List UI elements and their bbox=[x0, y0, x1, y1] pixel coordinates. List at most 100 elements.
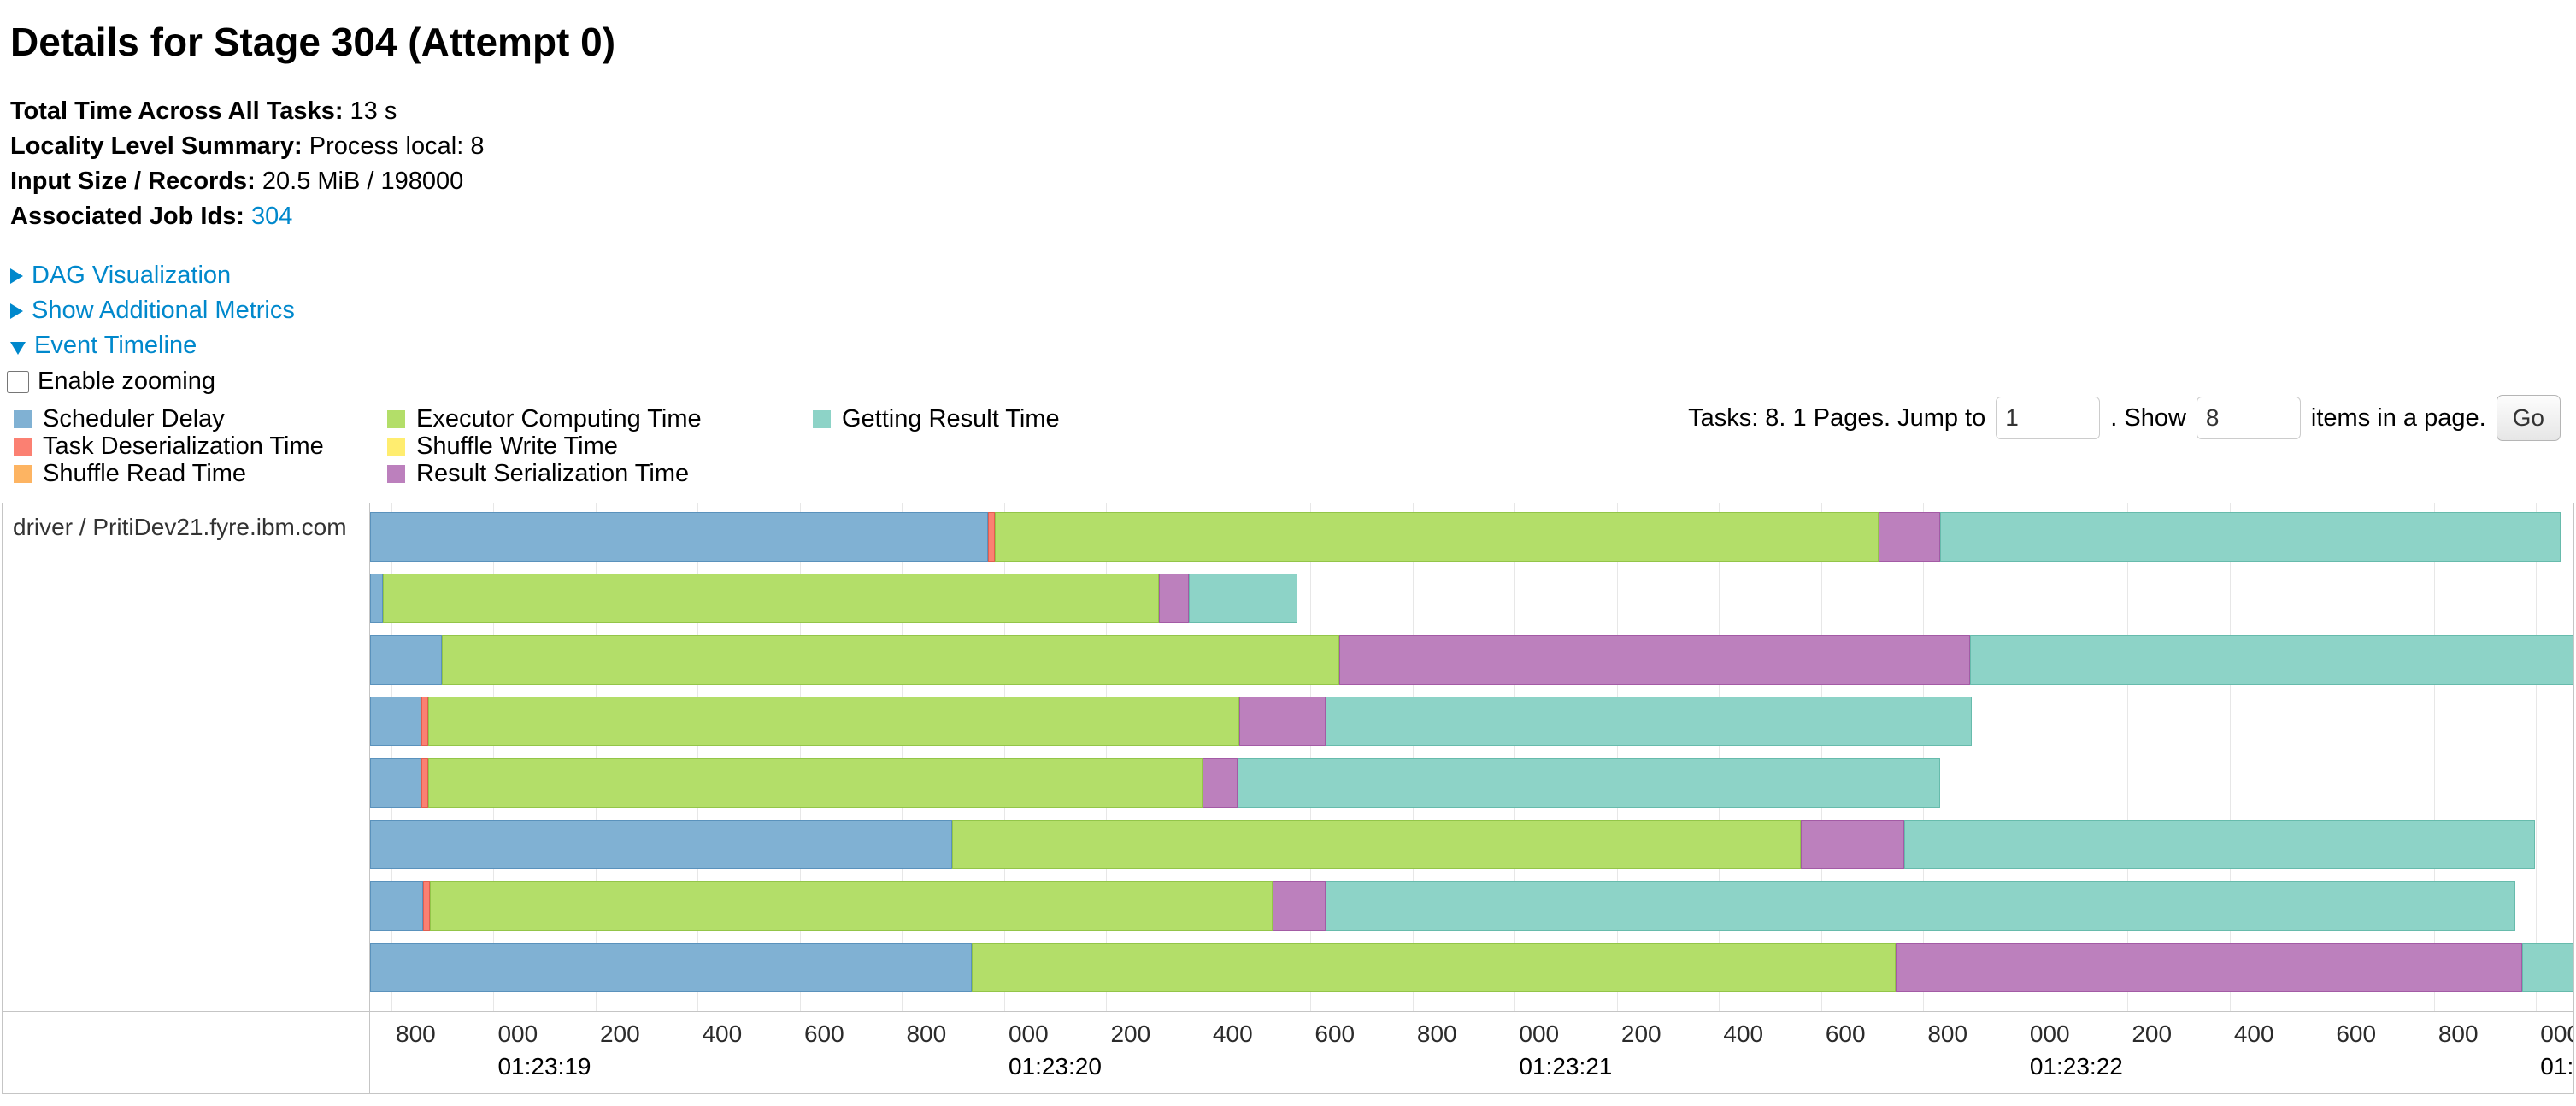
bar-segment-executor_computing bbox=[428, 758, 1203, 808]
legend-label: Scheduler Delay bbox=[43, 404, 225, 432]
bar-segment-scheduler_delay bbox=[370, 881, 424, 931]
jump-to-page-input[interactable] bbox=[1996, 397, 2101, 439]
legend-swatch-getting_result bbox=[813, 409, 831, 428]
summary-value: Process local: 8 bbox=[302, 132, 485, 160]
job-id-link[interactable]: 304 bbox=[244, 203, 293, 230]
axis-tick-label: 000 bbox=[2029, 1021, 2070, 1047]
bar-segment-result_serialization bbox=[1202, 758, 1238, 808]
task-bar[interactable] bbox=[370, 635, 2573, 685]
summary-line: Associated Job Ids: 304 bbox=[10, 199, 484, 234]
bar-segment-result_serialization bbox=[1895, 943, 2522, 992]
legend-swatch-scheduler_delay bbox=[14, 409, 32, 428]
grid-line bbox=[902, 503, 903, 1011]
grid-line bbox=[2229, 503, 2231, 1011]
bar-segment-executor_computing bbox=[428, 697, 1239, 746]
legend-label: Executor Computing Time bbox=[416, 404, 702, 432]
task-bar[interactable] bbox=[370, 820, 2573, 869]
legend-swatch-shuffle_read bbox=[14, 464, 32, 483]
axis-tick-label: 000 bbox=[2540, 1021, 2573, 1047]
triangle-right-icon bbox=[10, 268, 23, 284]
bar-segment-scheduler_delay bbox=[370, 758, 422, 808]
summary-value: 20.5 MiB / 198000 bbox=[255, 168, 464, 195]
summary-line: Input Size / Records: 20.5 MiB / 198000 bbox=[10, 164, 484, 199]
legend-item-deserialization: Task Deserialization Time bbox=[14, 432, 324, 460]
bar-segment-result_serialization bbox=[1879, 512, 1941, 562]
grid-line bbox=[391, 503, 392, 1011]
bar-segment-getting_result bbox=[2521, 943, 2573, 992]
summary-line: Locality Level Summary: Process local: 8 bbox=[10, 129, 484, 164]
bar-segment-executor_computing bbox=[383, 574, 1160, 623]
enable-zooming-row: Enable zooming bbox=[7, 368, 215, 396]
axis-time-label: 01:23:23 bbox=[2540, 1053, 2573, 1080]
task-bar[interactable] bbox=[370, 697, 2573, 746]
bar-segment-result_serialization bbox=[1238, 697, 1326, 746]
triangle-right-icon bbox=[10, 303, 23, 319]
axis-tick-label: 800 bbox=[396, 1021, 436, 1047]
bar-segment-getting_result bbox=[1903, 820, 2536, 869]
legend-swatch-deserialization bbox=[14, 437, 32, 456]
axis-tick-label: 200 bbox=[1620, 1021, 1661, 1047]
task-pagination: Tasks: 8. 1 Pages. Jump to . Show items … bbox=[1688, 395, 2561, 441]
bar-segment-result_serialization bbox=[1800, 820, 1904, 869]
axis-tick-label: 400 bbox=[2233, 1021, 2274, 1047]
enable-zooming-checkbox[interactable] bbox=[7, 370, 29, 393]
grid-line bbox=[2127, 503, 2129, 1011]
axis-tick-label: 400 bbox=[1723, 1021, 1764, 1047]
axis-time-label: 01:23:21 bbox=[1519, 1053, 1613, 1080]
legend-swatch-executor_computing bbox=[387, 409, 405, 428]
toggle-show-additional-metrics[interactable]: Show Additional Metrics bbox=[10, 293, 295, 328]
pagination-mid-text: . Show bbox=[2110, 403, 2186, 432]
bar-segment-scheduler_delay bbox=[370, 512, 989, 562]
grid-line bbox=[1003, 503, 1005, 1011]
axis-tick-label: 000 bbox=[497, 1021, 538, 1047]
axis-time-label: 01:23:22 bbox=[2029, 1053, 2123, 1080]
bar-segment-scheduler_delay bbox=[370, 697, 422, 746]
axis-tick-label: 600 bbox=[1314, 1021, 1356, 1047]
toggle-event-timeline[interactable]: Event Timeline bbox=[10, 328, 295, 363]
axis-tick-label: 200 bbox=[2132, 1021, 2173, 1047]
task-bar[interactable] bbox=[370, 943, 2573, 992]
bar-segment-scheduler_delay bbox=[370, 635, 442, 685]
legend-label: Result Serialization Time bbox=[416, 459, 690, 487]
task-bar[interactable] bbox=[370, 758, 2573, 808]
legend-item-shuffle_write: Shuffle Write Time bbox=[387, 432, 702, 460]
toggle-label: Event Timeline bbox=[34, 332, 197, 359]
bar-segment-result_serialization bbox=[1338, 635, 1971, 685]
bar-segment-deserialization bbox=[988, 512, 996, 562]
bar-segment-executor_computing bbox=[951, 820, 1801, 869]
axis-time-label: 01:23:20 bbox=[1008, 1053, 1102, 1080]
tasks-count-text: Tasks: 8. 1 Pages. Jump to bbox=[1688, 403, 1986, 432]
enable-zooming-label: Enable zooming bbox=[38, 368, 215, 395]
axis-tick-label: 800 bbox=[2438, 1021, 2479, 1047]
summary-label: Input Size / Records: bbox=[10, 168, 256, 195]
grid-line bbox=[1923, 503, 1925, 1011]
grid-line bbox=[595, 503, 597, 1011]
timeline-group-column: driver / PritiDev21.fyre.ibm.com bbox=[3, 503, 370, 1093]
task-bar[interactable] bbox=[370, 512, 2573, 562]
legend-column: Executor Computing Time Shuffle Write Tim… bbox=[387, 405, 702, 487]
event-timeline-chart: driver / PritiDev21.fyre.ibm.com 800 000 0… bbox=[2, 503, 2574, 1094]
toggle-dag-visualization[interactable]: DAG Visualization bbox=[10, 258, 295, 293]
go-button[interactable]: Go bbox=[2496, 395, 2561, 441]
timeline-axis-labels: 800 000 01:23:19 200 400 600 800 000 01:23:20 200… bbox=[370, 1012, 2573, 1093]
timeline-plot-area bbox=[370, 503, 2573, 1011]
summary-label: Associated Job Ids: bbox=[10, 203, 244, 230]
grid-line bbox=[697, 503, 699, 1011]
bar-segment-result_serialization bbox=[1272, 881, 1326, 931]
axis-tick-label: 800 bbox=[1416, 1021, 1457, 1047]
axis-tick-label: 200 bbox=[599, 1021, 640, 1047]
legend-item-result_serialization: Result Serialization Time bbox=[387, 460, 702, 487]
items-per-page-input[interactable] bbox=[2196, 397, 2301, 439]
task-bar[interactable] bbox=[370, 574, 2573, 623]
bar-segment-executor_computing bbox=[995, 512, 1879, 562]
summary-value: 13 s bbox=[343, 97, 397, 125]
grid-line bbox=[1412, 503, 1414, 1011]
bar-segment-scheduler_delay bbox=[370, 820, 952, 869]
legend-column: Scheduler Delay Task Deserialization Time… bbox=[14, 405, 324, 487]
task-bar[interactable] bbox=[370, 881, 2573, 931]
axis-tick-label: 600 bbox=[803, 1021, 844, 1047]
triangle-down-icon bbox=[10, 341, 26, 355]
axis-tick-label: 800 bbox=[1927, 1021, 1968, 1047]
pagination-suffix-text: items in a page. bbox=[2310, 403, 2486, 432]
page-title: Details for Stage 304 (Attempt 0) bbox=[10, 20, 616, 64]
